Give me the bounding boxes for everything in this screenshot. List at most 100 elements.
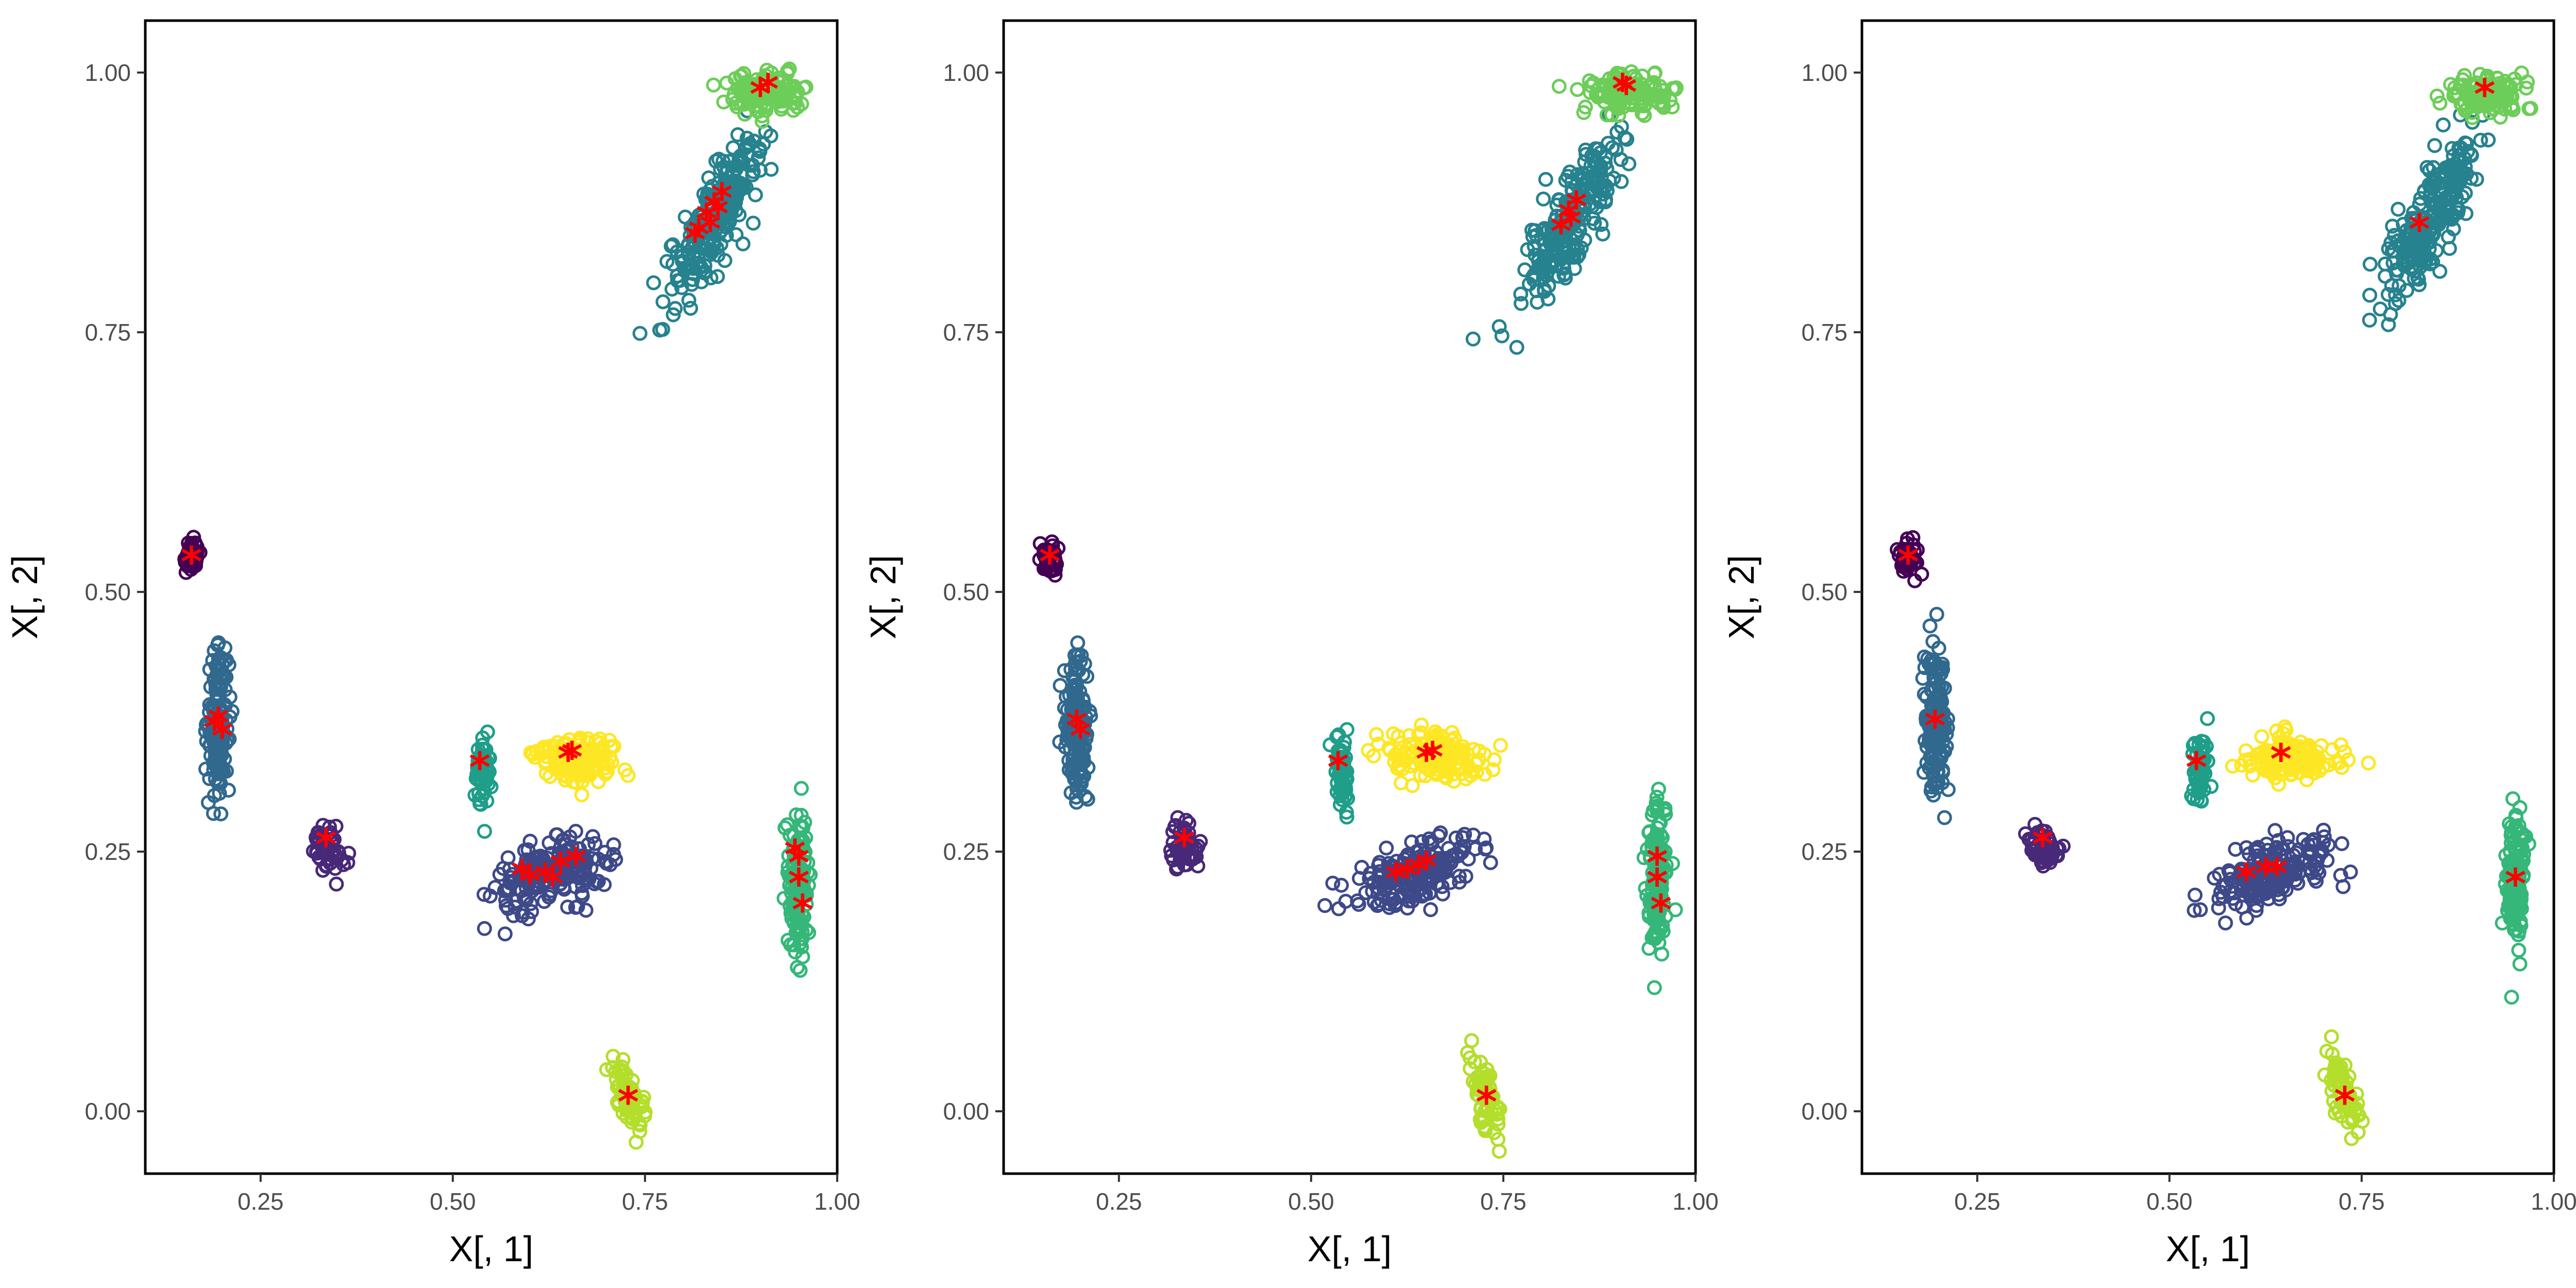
cluster-8 — [1551, 64, 1684, 123]
data-point — [584, 763, 600, 778]
x-axis-title: X[, 1] — [449, 1229, 533, 1269]
center-marker: * — [1066, 702, 1088, 750]
data-point — [629, 1134, 644, 1150]
data-point — [1063, 785, 1079, 801]
data-point — [1925, 634, 1941, 649]
data-point — [224, 704, 240, 719]
data-point — [2507, 71, 2522, 87]
data-point — [571, 870, 586, 886]
data-point — [795, 949, 810, 964]
data-point — [1641, 941, 1657, 956]
data-point — [781, 933, 796, 948]
center-marker: * — [757, 65, 779, 113]
center-marker: * — [2334, 1078, 2355, 1126]
data-point — [637, 1108, 652, 1124]
center-marker: * — [1924, 702, 1946, 750]
data-point — [2481, 132, 2496, 148]
data-point — [685, 272, 700, 287]
data-point — [1649, 789, 1665, 805]
data-point — [187, 546, 202, 562]
y-tick-label: 0.25 — [1801, 838, 1848, 865]
data-point — [790, 884, 806, 899]
data-point — [1337, 789, 1353, 805]
data-point — [587, 836, 603, 851]
data-point — [209, 693, 224, 709]
data-point — [670, 268, 685, 283]
data-point — [780, 63, 795, 79]
data-point — [698, 217, 713, 233]
data-point — [1471, 743, 1487, 759]
data-point — [324, 828, 339, 843]
y-tick-label: 1.00 — [84, 59, 131, 86]
center-marker: * — [688, 211, 709, 259]
data-point — [2505, 829, 2521, 845]
center-marker: * — [1566, 183, 1587, 231]
data-point — [789, 807, 804, 823]
data-point — [2218, 916, 2233, 930]
data-point — [1582, 73, 1597, 89]
data-point — [2384, 278, 2399, 293]
data-point — [1451, 742, 1467, 757]
data-point — [2258, 749, 2273, 764]
y-tick-label: 0.75 — [84, 319, 131, 346]
data-point — [2259, 855, 2275, 871]
center-marker: * — [1174, 821, 1195, 869]
data-point — [2503, 861, 2518, 876]
data-point — [2248, 903, 2264, 918]
center-marker: * — [707, 190, 729, 238]
center-marker: * — [511, 852, 533, 900]
data-point — [606, 837, 621, 853]
center-marker: * — [2474, 71, 2496, 118]
center-marker: * — [534, 855, 556, 903]
data-point — [2480, 70, 2495, 85]
data-point — [2274, 743, 2290, 758]
data-point — [1478, 1122, 1493, 1137]
data-point — [1331, 727, 1346, 742]
data-point — [794, 835, 809, 850]
data-point — [2271, 887, 2286, 902]
data-point — [726, 87, 742, 103]
data-point — [2200, 711, 2215, 726]
data-point — [1647, 980, 1662, 995]
y-tick-label: 0.75 — [943, 319, 989, 346]
data-point — [2267, 823, 2283, 838]
data-point — [771, 74, 786, 89]
data-point — [790, 99, 805, 115]
data-point — [1927, 776, 1942, 792]
data-point — [580, 731, 596, 747]
data-point — [1172, 824, 1188, 840]
center-marker: * — [181, 538, 202, 586]
center-markers: ***** ****** ********** — [1039, 65, 1672, 1126]
data-point — [1336, 740, 1351, 755]
center-marker: * — [617, 1078, 639, 1126]
center-marker: * — [1616, 69, 1637, 116]
data-point — [2378, 256, 2393, 272]
data-point — [2391, 201, 2406, 217]
data-point — [2512, 800, 2528, 815]
data-point — [1549, 209, 1565, 224]
data-point — [1445, 848, 1460, 863]
data-point — [635, 1094, 650, 1110]
data-point — [525, 747, 540, 762]
data-point — [2461, 90, 2476, 106]
center-marker: * — [542, 860, 564, 908]
data-point — [2291, 842, 2306, 857]
data-point — [703, 270, 719, 285]
data-point — [2238, 743, 2253, 758]
data-point — [2036, 858, 2051, 874]
data-point — [1366, 748, 1381, 764]
data-point — [205, 653, 221, 668]
data-point — [473, 796, 488, 812]
data-point — [2513, 897, 2528, 913]
data-point — [652, 323, 668, 338]
data-point — [525, 858, 540, 874]
data-point — [2404, 249, 2420, 264]
data-point — [2372, 301, 2388, 317]
center-marker: * — [2266, 850, 2288, 897]
data-point — [1556, 217, 1572, 233]
data-point — [1438, 860, 1454, 876]
data-point — [727, 188, 743, 204]
data-point — [2521, 836, 2536, 852]
data-point — [477, 824, 492, 839]
